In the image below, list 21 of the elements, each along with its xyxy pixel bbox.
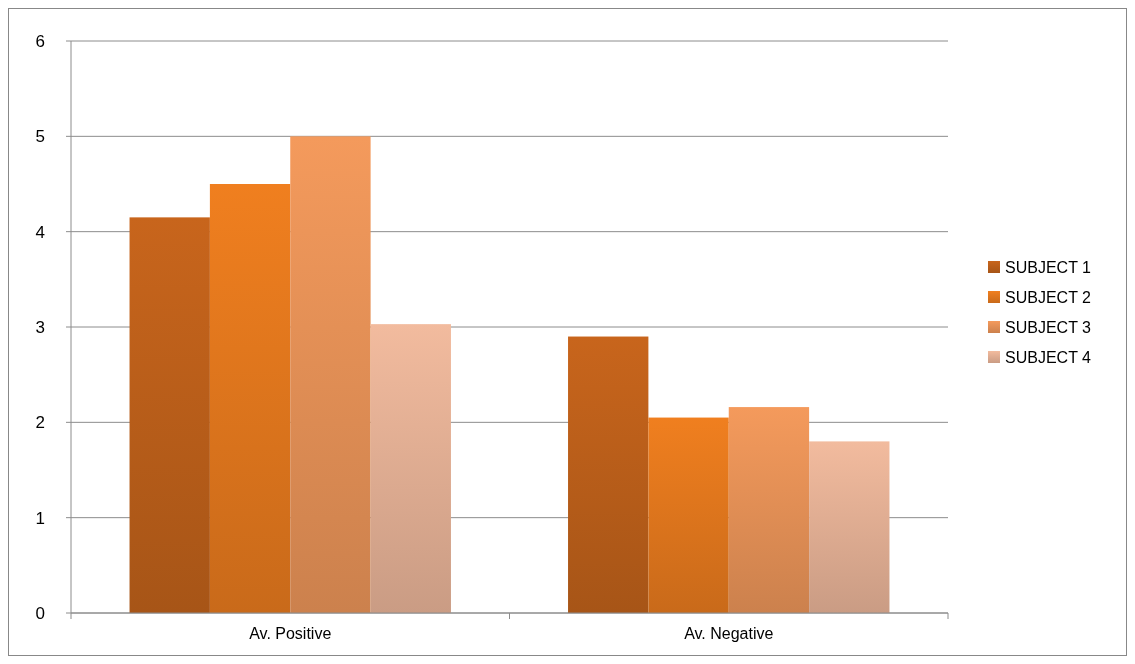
x-tick-label: Av. Positive (249, 625, 332, 642)
bar (370, 324, 451, 613)
bar (648, 417, 729, 613)
legend-label: SUBJECT 4 (1005, 348, 1092, 366)
legend-label: SUBJECT 1 (1005, 258, 1092, 276)
y-tick-label: 3 (35, 317, 45, 337)
bar (568, 336, 649, 613)
y-tick-label: 2 (35, 413, 45, 433)
bar (728, 407, 810, 613)
bar (209, 184, 291, 613)
legend-label: SUBJECT 2 (1005, 288, 1092, 306)
legend-label: SUBJECT 3 (1005, 318, 1092, 336)
bar (290, 136, 371, 613)
x-tick-label: Av. Negative (684, 625, 774, 642)
bar (809, 441, 890, 613)
y-tick-label: 0 (35, 603, 45, 623)
y-tick-label: 1 (35, 508, 45, 528)
y-tick-label: 5 (35, 127, 45, 147)
y-tick-label: 4 (35, 222, 45, 242)
y-tick-label: 6 (35, 31, 45, 51)
bar (129, 217, 210, 613)
